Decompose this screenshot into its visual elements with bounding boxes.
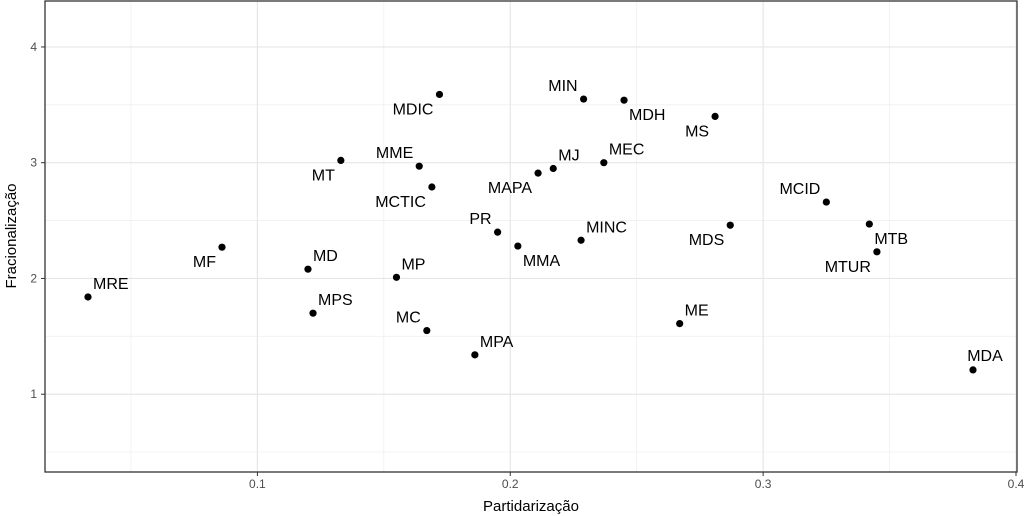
- data-point: [218, 243, 226, 251]
- y-tick-label: 1: [30, 387, 37, 401]
- point-label: MTB: [874, 231, 908, 248]
- y-tick-label: 3: [30, 156, 37, 170]
- points: MRE MF MD MPS MT MME MDIC MCTIC MC MP MPA PR MMA MAPA…: [84, 78, 1003, 374]
- data-point: [873, 248, 881, 256]
- point-label: MTUR: [825, 259, 871, 276]
- data-point: [549, 164, 557, 173]
- point-label: MDS: [689, 232, 725, 249]
- point-label: MINC: [586, 219, 627, 236]
- data-point: [392, 273, 401, 281]
- data-point: [435, 90, 444, 99]
- point-label: MP: [401, 256, 425, 273]
- axis-ticks: 0.1 0.2 0.3 0.4 1 2 3 4: [30, 40, 1024, 491]
- data-point: [514, 242, 522, 250]
- point-label: MAPA: [488, 180, 532, 197]
- point-label: MT: [312, 167, 335, 184]
- data-point: [84, 293, 92, 301]
- point-label: ME: [685, 303, 709, 320]
- point-label: PR: [469, 211, 491, 228]
- point-label: MIN: [548, 78, 577, 95]
- data-point: [428, 183, 436, 191]
- data-point: [600, 159, 608, 167]
- x-tick-label: 0.4: [1008, 477, 1024, 491]
- point-label: MMA: [523, 253, 561, 270]
- data-point: [579, 95, 588, 103]
- y-tick-label: 2: [30, 271, 37, 285]
- point-label: MME: [376, 145, 413, 162]
- point-label: MDA: [967, 348, 1003, 365]
- data-point: [711, 112, 719, 121]
- data-point: [577, 236, 585, 244]
- x-tick-label: 0.2: [502, 477, 519, 491]
- data-point: [676, 320, 684, 328]
- x-axis-title: Partidarização: [483, 498, 579, 515]
- point-label: MPS: [318, 292, 353, 309]
- data-point: [304, 265, 312, 273]
- data-point: [865, 220, 873, 228]
- data-point: [337, 156, 345, 164]
- point-label: MS: [685, 123, 709, 140]
- point-label: MPA: [480, 334, 514, 351]
- data-point: [423, 326, 431, 335]
- point-label: MJ: [558, 147, 579, 164]
- data-point: [822, 198, 830, 206]
- point-label: MCTIC: [375, 194, 426, 211]
- x-tick-label: 0.1: [249, 477, 266, 491]
- data-point: [620, 96, 628, 104]
- point-label: MRE: [93, 276, 129, 293]
- data-point: [471, 351, 479, 359]
- y-tick-label: 4: [30, 40, 37, 54]
- point-label: MD: [313, 248, 338, 265]
- point-label: MDIC: [393, 101, 434, 118]
- data-point: [726, 221, 734, 229]
- x-tick-label: 0.3: [755, 477, 772, 491]
- point-label: MF: [193, 254, 216, 271]
- grid: [45, 1, 1017, 472]
- data-point: [494, 228, 502, 236]
- y-axis-title: Fracionalização: [3, 183, 20, 288]
- data-point: [415, 162, 423, 170]
- data-point: [534, 169, 542, 177]
- point-label: MDH: [629, 107, 665, 124]
- panel-border: [44, 0, 1018, 473]
- data-point: [309, 309, 317, 317]
- point-label: MC: [396, 310, 421, 327]
- data-point: [969, 366, 977, 374]
- point-label: MCID: [779, 181, 820, 198]
- point-label: MEC: [609, 142, 645, 159]
